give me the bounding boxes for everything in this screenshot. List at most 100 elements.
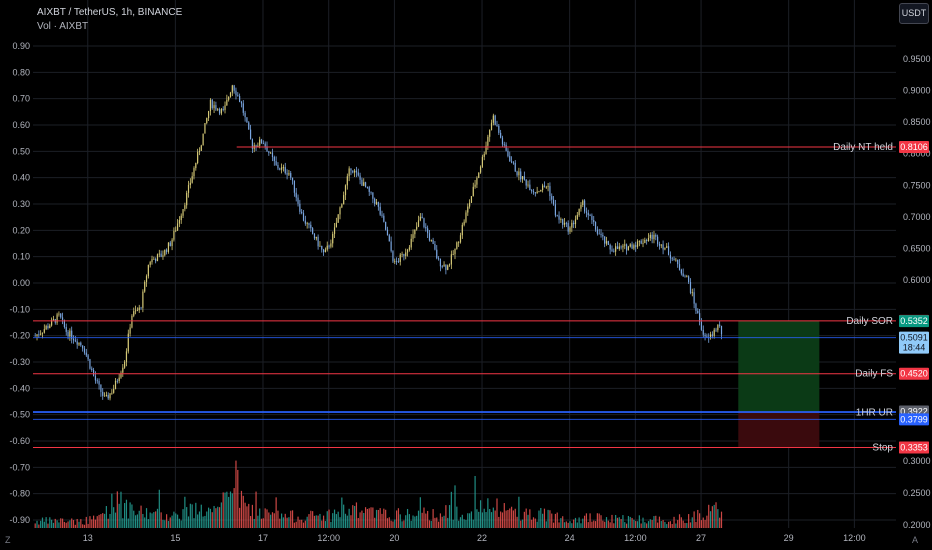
candle-body bbox=[662, 244, 664, 250]
candle-body bbox=[344, 185, 347, 196]
candle-body bbox=[78, 342, 80, 345]
volume-bar bbox=[98, 514, 100, 528]
candle-body bbox=[144, 281, 146, 292]
volume-bar bbox=[240, 490, 243, 528]
candle-body bbox=[653, 234, 655, 240]
volume-bar bbox=[60, 518, 62, 528]
volume-bar bbox=[478, 511, 480, 528]
candle-body bbox=[436, 249, 438, 259]
volume-bar bbox=[275, 497, 277, 528]
volume-bar bbox=[231, 493, 233, 528]
volume-bar bbox=[41, 517, 44, 528]
volume-bar bbox=[666, 524, 668, 528]
candle-body bbox=[60, 313, 62, 318]
volume-bar bbox=[74, 524, 76, 528]
candle-body bbox=[321, 245, 323, 250]
candle-body bbox=[341, 204, 343, 208]
candle-body bbox=[498, 125, 500, 133]
candle-body bbox=[251, 139, 254, 149]
candle-body bbox=[671, 258, 673, 260]
volume-bar bbox=[423, 507, 425, 528]
candle-body bbox=[631, 244, 633, 249]
candle-body bbox=[567, 223, 569, 232]
volume-bar bbox=[487, 498, 489, 528]
volume-bar bbox=[149, 512, 151, 528]
volume-bar bbox=[655, 515, 657, 528]
volume-bar bbox=[465, 520, 467, 528]
left-axis-tick: 0.20 bbox=[12, 225, 30, 235]
candle-body bbox=[197, 151, 199, 164]
volume-bar bbox=[352, 505, 354, 528]
volume-bar bbox=[171, 515, 173, 528]
volume-bar bbox=[89, 516, 91, 528]
profit-zone bbox=[738, 320, 820, 412]
volume-bar bbox=[206, 511, 208, 528]
volume-bar bbox=[335, 514, 337, 528]
volume-bar bbox=[229, 491, 232, 528]
volume-bar bbox=[474, 475, 476, 528]
currency-button[interactable]: USDT bbox=[899, 3, 929, 24]
volume-bar bbox=[682, 520, 684, 528]
right-axis-tick: 0.9500 bbox=[903, 54, 931, 64]
volume-bar bbox=[518, 496, 520, 528]
candle-body bbox=[406, 249, 409, 253]
candle-body bbox=[61, 317, 64, 320]
volume-bar bbox=[611, 514, 613, 528]
candle-body bbox=[277, 165, 279, 169]
volume-bar bbox=[514, 508, 516, 528]
candle-body bbox=[686, 276, 688, 278]
candle-body bbox=[434, 243, 436, 250]
volume-bar bbox=[72, 520, 75, 528]
volume-bar bbox=[348, 508, 350, 528]
volume-bar bbox=[299, 519, 301, 528]
candle-body bbox=[569, 227, 571, 232]
price-tag bbox=[899, 141, 929, 154]
candle-body bbox=[375, 202, 378, 204]
volume-bar bbox=[52, 522, 55, 528]
volume-bar bbox=[222, 492, 224, 528]
price-tag bbox=[899, 413, 929, 426]
candle-body bbox=[290, 173, 292, 178]
candle-body bbox=[359, 175, 361, 180]
volume-bar bbox=[646, 523, 648, 528]
candle-body bbox=[229, 92, 232, 97]
candle-body bbox=[403, 254, 405, 256]
candle-body bbox=[419, 216, 421, 221]
candle-body bbox=[295, 192, 297, 198]
volume-bar bbox=[485, 512, 487, 528]
candle-body bbox=[609, 244, 611, 250]
volume-bar bbox=[562, 516, 564, 528]
left-axis-tick: -0.90 bbox=[9, 515, 30, 525]
candle-body bbox=[240, 101, 243, 104]
candle-body bbox=[584, 200, 586, 212]
candle-body bbox=[186, 192, 188, 206]
level-label: 1HR UR bbox=[856, 407, 893, 418]
volume-bar bbox=[164, 520, 166, 528]
volume-bar bbox=[693, 511, 695, 528]
volume-bar bbox=[153, 512, 155, 528]
candle-body bbox=[604, 236, 606, 244]
candle-body bbox=[136, 310, 139, 312]
volume-bar bbox=[297, 516, 299, 528]
volume-bar bbox=[324, 521, 327, 528]
volume-bar bbox=[494, 510, 496, 528]
auto-scale-icon[interactable]: A bbox=[912, 535, 919, 545]
candle-body bbox=[149, 262, 151, 265]
volume-bar bbox=[113, 507, 115, 528]
volume-bar bbox=[529, 509, 531, 528]
volume-bar bbox=[459, 517, 462, 528]
candle-body bbox=[642, 243, 644, 244]
level-label: Daily SOR bbox=[846, 316, 893, 327]
candle-body bbox=[47, 326, 49, 328]
volume-legend: Vol · AIXBT bbox=[37, 21, 89, 32]
volume-bar bbox=[136, 514, 139, 528]
volume-bar bbox=[483, 508, 485, 528]
candle-body bbox=[494, 115, 496, 125]
volume-bar bbox=[91, 519, 93, 528]
timezone-icon[interactable]: Z bbox=[5, 535, 11, 545]
volume-bar bbox=[624, 522, 626, 528]
candle-body bbox=[392, 251, 394, 262]
left-axis-tick: -0.40 bbox=[9, 383, 30, 393]
candle-body bbox=[215, 105, 217, 110]
